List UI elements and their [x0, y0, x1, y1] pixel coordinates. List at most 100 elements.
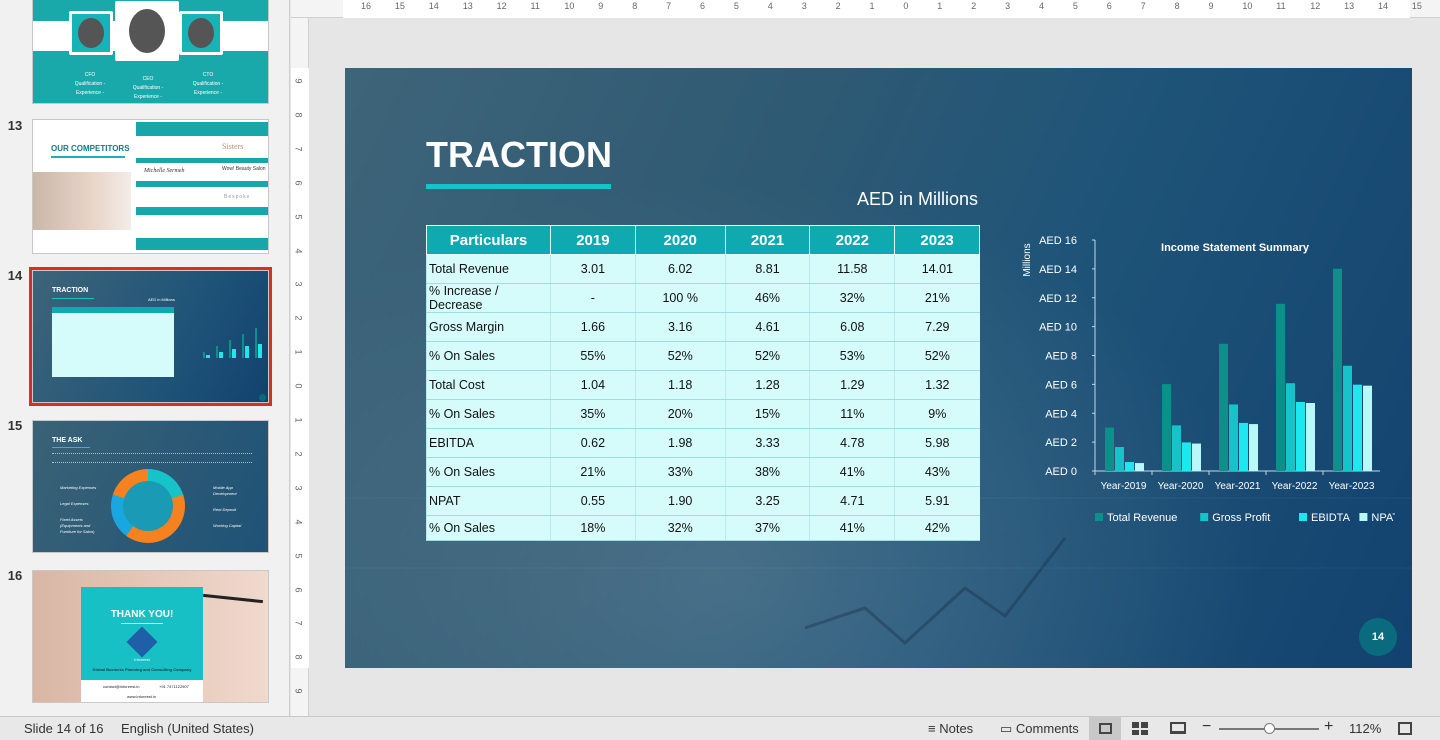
zoom-in-button[interactable]: +	[1324, 718, 1334, 735]
traction-table[interactable]: Particulars 2019 2020 2021 2022 2023 Total Re…	[426, 225, 980, 541]
brand-logo: Wow! Beauty Salon	[222, 166, 266, 172]
legend-swatch	[1095, 513, 1103, 521]
thumb-email: contact@inforeest.in	[103, 684, 140, 689]
bar-ebidta[interactable]	[1353, 384, 1362, 471]
ruler-tick-label: 0	[903, 1, 909, 11]
thumb-label: Working Capital	[213, 523, 242, 528]
bar-npat[interactable]	[1192, 443, 1201, 471]
table-cell: 9%	[894, 399, 980, 429]
slide-sorter-button[interactable]	[1132, 722, 1148, 735]
bar-total-revenue[interactable]	[1105, 427, 1114, 471]
bar-total-revenue[interactable]	[1162, 384, 1171, 471]
y-tick-label: AED 14	[1039, 264, 1077, 276]
row-label: EBITDA	[426, 428, 551, 458]
bar-ebidta[interactable]	[1296, 401, 1305, 471]
bar-npat[interactable]	[1249, 424, 1258, 471]
bar-gross-profit[interactable]	[1343, 365, 1352, 471]
thumb-tagline: Global Business Planning and Consulting …	[92, 667, 192, 672]
ruler-tick-label: 6	[1106, 1, 1112, 11]
table-cell: 3.16	[634, 312, 726, 342]
ruler-tick-label: 13	[1344, 1, 1355, 11]
bar-npat[interactable]	[1135, 463, 1144, 471]
table-cell: 37%	[724, 515, 810, 541]
bar-ebidta[interactable]	[1182, 442, 1191, 471]
table-cell: 4.78	[809, 428, 895, 458]
bar-npat[interactable]	[1306, 402, 1315, 471]
language-indicator[interactable]: English (United States)	[121, 721, 254, 736]
table-cell: 20%	[634, 399, 726, 429]
y-axis-label: Millions	[1022, 243, 1033, 276]
zoom-out-button[interactable]: −	[1202, 718, 1212, 735]
notes-icon: ≡	[928, 721, 936, 736]
slide-canvas[interactable]: TRACTION AED in Millions Particulars 2019…	[345, 68, 1412, 668]
header-particulars: Particulars	[426, 225, 551, 255]
bar-gross-profit[interactable]	[1229, 404, 1238, 471]
vertical-ruler: 9 8 7 6 5 4 3 2 1 0 1 2 3 4 5 6 7 8 9	[291, 18, 309, 716]
table-cell: 1.98	[634, 428, 726, 458]
zoom-slider-thumb[interactable]	[1264, 723, 1275, 734]
zoom-level[interactable]: 112%	[1349, 721, 1382, 736]
zoom-slider[interactable]	[1219, 723, 1319, 734]
table-cell: 5.91	[894, 486, 980, 516]
bar-total-revenue[interactable]	[1219, 343, 1228, 471]
ruler-tick-label: 0	[293, 383, 304, 389]
bar-total-revenue[interactable]	[1333, 268, 1342, 471]
normal-view-button[interactable]	[1089, 717, 1121, 740]
avatar	[179, 11, 223, 55]
bar-npat[interactable]	[1363, 385, 1372, 471]
legend-label: Gross Profit	[1212, 512, 1270, 524]
company-logo	[126, 626, 158, 658]
y-tick-label: AED 10	[1039, 322, 1077, 334]
ruler-tick-label: 7	[666, 1, 672, 11]
table-cell: 11.58	[809, 254, 895, 284]
table-cell: 32%	[809, 283, 895, 313]
row-label: % On Sales	[426, 457, 551, 487]
table-cell: 1.28	[724, 370, 810, 400]
comments-button[interactable]: ▭ Comments	[1000, 721, 1079, 736]
slideshow-button[interactable]	[1170, 722, 1186, 734]
header-year: 2020	[634, 225, 726, 255]
bar-ebidta[interactable]	[1125, 462, 1134, 471]
brand-logo: Sisters	[222, 142, 244, 151]
ruler-tick-label: 16	[361, 1, 372, 11]
thumb-role-line: Qualification -	[132, 85, 164, 91]
unit-label[interactable]: AED in Millions	[857, 189, 979, 209]
table-cell: 3.33	[724, 428, 810, 458]
table-cell: 21%	[550, 457, 636, 487]
slide-thumbnail-panel[interactable]: CFO Qualification - Experience - CEO Qualif…	[0, 0, 290, 716]
avatar	[69, 11, 113, 55]
table-cell: 6.08	[809, 312, 895, 342]
fit-to-window-icon[interactable]	[1398, 722, 1412, 735]
slide-thumbnail-14[interactable]: TRACTION AED in Millions	[29, 267, 272, 406]
ruler-tick-label: 8	[632, 1, 638, 11]
ruler-tick-label: 5	[293, 553, 304, 559]
ruler-tick-label: 5	[733, 1, 739, 11]
y-tick-label: AED 4	[1045, 408, 1077, 420]
bar-gross-profit[interactable]	[1172, 425, 1181, 471]
ruler-tick-label: 10	[564, 1, 575, 11]
bar-ebidta[interactable]	[1239, 422, 1248, 471]
slide-thumbnail-12[interactable]: CFO Qualification - Experience - CEO Qualif…	[32, 0, 269, 104]
thumb-role-line: Experience -	[193, 90, 223, 96]
slide-thumbnail-13[interactable]: OUR COMPETITORS Sisters Michelle Sermeh …	[32, 119, 269, 254]
ruler-tick-label: 9	[293, 688, 304, 694]
row-label: % On Sales	[426, 515, 551, 541]
bar-gross-profit[interactable]	[1286, 383, 1295, 471]
slide-thumbnail-15[interactable]: THE ASK Marketing Expenses Legal Expense…	[32, 420, 269, 553]
table-cell: 38%	[724, 457, 810, 487]
notes-button[interactable]: ≡ Notes	[928, 721, 974, 736]
income-statement-chart[interactable]: Income Statement Summary Millions AED 0 AED…	[1015, 228, 1399, 538]
slide-number: 13	[7, 118, 23, 133]
slide-title[interactable]: TRACTION	[426, 134, 612, 175]
chart-svg: Income Statement Summary Millions AED 0 AED…	[1022, 235, 1399, 524]
ruler-tick-label: 2	[293, 451, 304, 457]
title-underline	[426, 184, 611, 189]
table-cell: 1.29	[809, 370, 895, 400]
bar-total-revenue[interactable]	[1276, 303, 1285, 471]
table-row: % On Sales 18% 32% 37% 41% 42%	[426, 515, 980, 541]
table-cell: 7.29	[894, 312, 980, 342]
bar-gross-profit[interactable]	[1115, 447, 1124, 471]
table-cell: 11%	[809, 399, 895, 429]
table-cell: 55%	[550, 341, 636, 371]
slide-thumbnail-16[interactable]: THANK YOU! Inforeest Global Business Pla…	[32, 570, 269, 703]
